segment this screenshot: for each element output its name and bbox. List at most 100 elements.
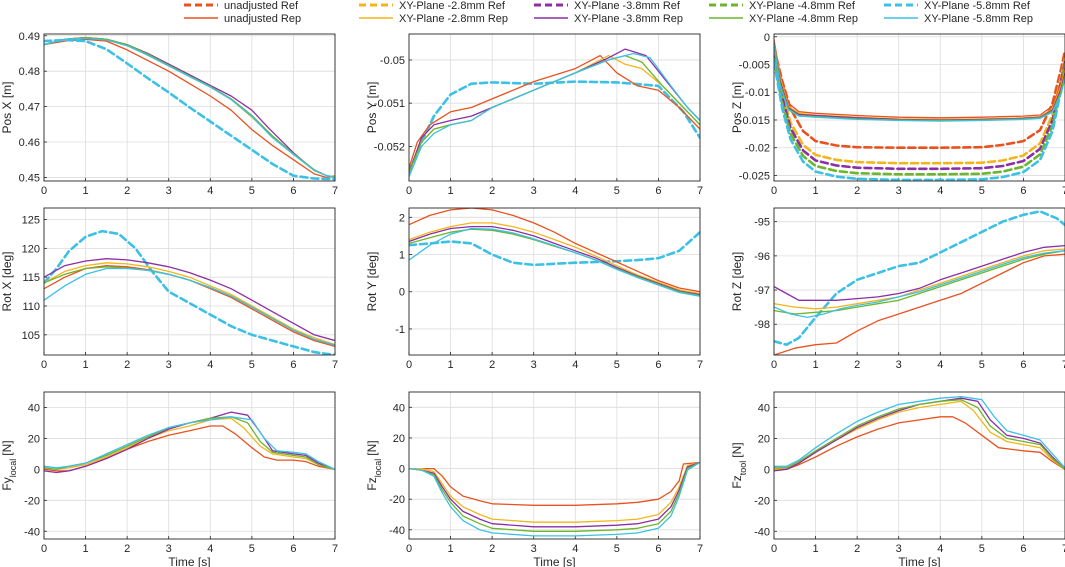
y-tick-label: -98 [754,319,770,331]
series-line-unadj_rep [409,461,700,506]
y-tick-label: -20 [24,495,40,507]
y-tick-label: 0.49 [19,31,40,43]
legend-entry: XY-Plane -3.8mm Ref [534,0,681,12]
legend-entry: XY-Plane -2.8mm Ref [359,0,506,12]
series-line-p48_ref [774,57,1065,176]
x-tick-label: 4 [937,543,943,555]
x-tick-label: 5 [614,185,620,197]
series-line-p28_rep [409,222,700,295]
series-line-p28_rep [44,262,335,346]
x-tick-label: 1 [813,185,819,197]
series-line-unadj_ref [774,46,1065,149]
y-tick-label: -97 [754,285,770,297]
x-tick-label: 2 [854,359,860,371]
series-group [774,38,1065,181]
series-line-p38_rep [774,244,1065,301]
plot-area [44,208,335,355]
x-tick-label: 7 [1062,185,1065,197]
x-tick-label: 1 [448,359,454,371]
series-line-p58_ref [44,229,335,355]
x-tick-label: 6 [290,543,296,555]
subplot-rot-z: 0 1 2 3 4 5 6 7 -98 -97 -96 -95 Rot Z [deg] [730,207,1065,371]
axes-frame [408,207,701,356]
series-line-unadj_rep [774,416,1065,471]
x-tick-label: 1 [83,359,89,371]
y-tick-label: -0.01 [745,87,770,99]
legend-label: unadjusted Ref [224,0,299,12]
series-group [44,36,335,181]
series-line-p48_rep [409,461,700,532]
x-tick-label: 0 [406,359,412,371]
series-line-p58_rep [44,416,335,471]
y-axis-label: Pos Y [m] [365,82,379,134]
legend-entry: XY-Plane -4.8mm Rep [709,13,858,25]
y-tick-label: -20 [754,495,770,507]
series-line-p58_ref [409,80,700,174]
y-axis-label: Pos Z [m] [730,82,744,133]
x-tick-label: 3 [531,185,537,197]
x-tick-label: 3 [896,359,902,371]
y-tick-label: 20 [393,433,405,445]
y-tick-label: 0 [764,32,770,44]
x-tick-label: 5 [614,543,620,555]
subplot-fz-tool: 0 1 2 3 4 5 6 7 -40 -20 0 20 40 Fztool[N] Time [s] [730,391,1065,567]
y-tick-label: -1 [395,324,405,336]
x-tick-label: 1 [813,543,819,555]
x-tick-label: 3 [166,185,172,197]
x-tick-label: 5 [979,543,985,555]
plot-area [774,208,1065,355]
series-line-p58_rep [409,227,700,297]
x-tick-label: 7 [332,185,338,197]
y-tick-label: 0.45 [19,172,40,184]
x-tick-label: 4 [207,359,213,371]
x-tick-label: 2 [854,543,860,555]
y-tick-label: 40 [393,402,405,414]
y-axis-label: Rot X [deg] [0,251,14,311]
series-group [774,395,1065,472]
legend-label: XY-Plane -3.8mm Ref [574,0,681,12]
x-tick-label: 0 [771,359,777,371]
series-line-p58_ref [774,210,1065,346]
x-tick-label: 0 [41,359,47,371]
y-tick-label: -40 [24,526,40,538]
y-tick-label: 120 [22,243,40,255]
y-tick-label: 20 [758,433,770,445]
series-line-p58_rep [44,37,335,178]
legend-label: XY-Plane -5.8mm Ref [924,0,1031,12]
y-tick-label: -0.02 [745,143,770,155]
plot-area [409,392,700,539]
legend-label: XY-Plane -4.8mm Rep [749,13,858,25]
x-tick-label: 7 [697,359,703,371]
series-line-p58_rep [44,267,335,346]
series-line-p58_rep [409,461,700,537]
series-line-p38_ref [774,54,1065,171]
y-tick-label: 1 [399,250,405,262]
x-tick-label: 0 [406,185,412,197]
x-tick-label: 5 [979,185,985,197]
x-axis-label: Time [s] [168,555,210,567]
y-tick-label: 0 [764,464,770,476]
x-tick-label: 4 [937,185,943,197]
y-tick-label: 115 [22,272,40,284]
x-tick-label: 5 [979,359,985,371]
y-tick-label: -20 [389,494,405,506]
y-axis-label: Fzlocal[N] [365,440,383,490]
series-line-unadj_rep [774,38,1065,119]
legend-label: XY-Plane -5.8mm Rep [924,13,1033,25]
x-tick-label: 1 [448,543,454,555]
plot-area [44,392,335,539]
axes-frame [408,33,701,182]
y-axis-label: Pos X [m] [0,81,14,133]
series-line-p38_rep [409,225,700,296]
series-group [774,210,1065,355]
series-group [44,229,335,355]
y-tick-label: -96 [754,251,770,263]
series-line-p58_rep [409,52,700,178]
x-tick-label: 6 [655,359,661,371]
x-tick-label: 7 [332,543,338,555]
series-line-unadj_rep [409,208,700,293]
x-tick-label: 3 [896,543,902,555]
x-tick-label: 6 [290,185,296,197]
x-tick-label: 6 [1020,359,1026,371]
